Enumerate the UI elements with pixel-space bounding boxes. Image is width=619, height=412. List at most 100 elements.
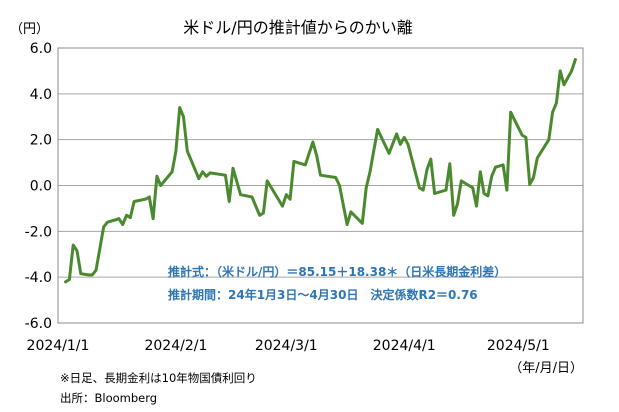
data-point	[399, 143, 402, 146]
data-point	[258, 214, 261, 217]
data-point	[402, 136, 406, 139]
data-point	[494, 165, 497, 169]
series-line	[64, 58, 577, 284]
data-point	[460, 179, 463, 183]
data-point	[132, 200, 136, 203]
data-point	[562, 83, 566, 86]
data-point	[444, 188, 448, 192]
data-point	[509, 110, 512, 114]
data-point	[490, 175, 494, 178]
data-point	[467, 184, 471, 187]
data-point	[197, 177, 201, 180]
data-point	[292, 160, 296, 163]
data-point	[364, 186, 368, 190]
data-point	[262, 211, 265, 215]
x-tick-label: 2024/2/1	[144, 338, 207, 354]
data-point	[433, 192, 436, 195]
data-point	[345, 223, 349, 226]
data-point	[505, 188, 509, 192]
data-point	[520, 133, 524, 137]
estimation-period-annotation: 推計期間：24年1月3日～4月30日 決定係数R2＝0.76	[168, 287, 478, 302]
data-point	[129, 216, 132, 219]
data-point	[532, 176, 535, 179]
data-point	[68, 278, 71, 281]
data-point	[239, 193, 242, 196]
data-point	[475, 204, 478, 208]
data-point	[501, 163, 505, 167]
data-point	[265, 179, 269, 183]
data-point	[471, 186, 475, 190]
data-point	[79, 272, 83, 276]
x-tick-label: 2024/3/1	[255, 338, 318, 354]
data-point	[174, 149, 178, 153]
data-point	[159, 184, 162, 187]
y-tick-label: 4.0	[30, 87, 52, 103]
data-point	[555, 101, 558, 105]
data-point	[395, 132, 398, 136]
footnote-source: 出所：Bloomberg	[60, 391, 157, 405]
y-tick-label: -6.0	[25, 316, 52, 332]
data-point	[186, 149, 189, 153]
gridlines	[58, 47, 583, 324]
data-point	[90, 273, 94, 277]
data-point	[406, 143, 410, 146]
x-tick-label: 2024/5/1	[487, 338, 550, 354]
regression-formula-annotation: 推計式：（米ドル/円）＝85.15＋18.38＊（日米長期金利差）	[168, 264, 506, 279]
data-point	[205, 175, 208, 178]
data-point	[482, 192, 486, 195]
data-point	[452, 214, 456, 217]
data-point	[285, 193, 288, 196]
data-point	[456, 202, 459, 206]
x-tick-label: 2024/1/1	[27, 338, 90, 354]
data-point	[75, 249, 79, 253]
data-point	[547, 138, 551, 141]
data-point	[361, 222, 364, 225]
data-point	[376, 128, 379, 131]
data-point	[334, 176, 338, 179]
x-axis-tick-labels: 2024/1/1 2024/2/1 2024/3/1 2024/4/1 2024/5/1	[27, 338, 550, 354]
data-point	[102, 225, 105, 229]
y-tick-label: 6.0	[30, 41, 52, 57]
data-point	[338, 184, 341, 187]
data-point	[148, 195, 151, 199]
data-point	[558, 69, 562, 73]
data-point	[250, 195, 254, 199]
data-point	[425, 168, 429, 171]
y-axis-tick-labels: 6.0 4.0 2.0 0.0 -2.0 -4.0 -6.0	[25, 41, 52, 332]
data-point	[368, 170, 372, 174]
data-point	[151, 217, 155, 220]
plot-area-frame	[57, 47, 584, 324]
chart-title: 米ドル/円の推計値からのかい離	[183, 18, 412, 37]
data-point	[551, 110, 554, 114]
data-point	[170, 170, 174, 174]
data-point	[528, 183, 531, 186]
y-axis-unit-label: （円）	[10, 22, 49, 37]
data-point	[574, 58, 577, 61]
data-point	[208, 171, 212, 175]
data-point	[304, 163, 307, 167]
data-point	[125, 214, 128, 217]
data-point	[281, 204, 284, 208]
data-point	[486, 194, 490, 198]
data-point	[429, 157, 433, 161]
y-tick-label: 0.0	[30, 179, 52, 195]
data-point	[319, 173, 322, 177]
data-point	[144, 197, 147, 201]
data-point	[349, 210, 353, 214]
data-point	[155, 175, 159, 178]
data-point	[201, 170, 204, 174]
data-point	[224, 173, 227, 177]
data-point	[311, 140, 315, 144]
data-point	[87, 273, 90, 277]
data-point	[94, 269, 98, 272]
y-tick-label: 2.0	[30, 133, 52, 149]
series-layer	[64, 58, 577, 284]
y-tick-label: -4.0	[25, 270, 52, 286]
data-point	[418, 186, 421, 190]
data-point	[536, 156, 539, 160]
y-tick-label: -2.0	[25, 224, 52, 240]
data-point	[71, 243, 75, 247]
data-point	[178, 106, 181, 109]
data-point	[227, 200, 231, 203]
